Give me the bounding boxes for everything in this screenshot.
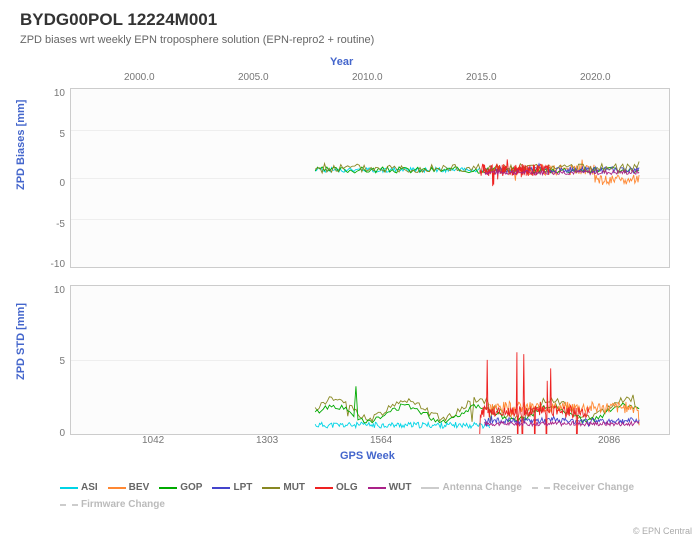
legend-label: ASI — [81, 482, 98, 493]
chart-title: BYDG00POL 12224M001 — [0, 0, 700, 34]
bottom-tick: 1303 — [256, 435, 278, 446]
top-axis-ticks: 2000.0 2005.0 2010.0 2015.0 2020.0 — [70, 72, 670, 84]
chart-container: BYDG00POL 12224M001 ZPD biases wrt weekl… — [0, 0, 700, 540]
legend-swatch — [262, 487, 280, 489]
top-tick: 2020.0 — [580, 72, 611, 83]
bottom-axis-label: GPS Week — [340, 450, 395, 462]
bottom-tick: 2086 — [598, 435, 620, 446]
bottom-tick: 1042 — [142, 435, 164, 446]
y2-tick: 10 — [54, 285, 65, 296]
legend-label: MUT — [283, 482, 305, 493]
y1-tick: 10 — [54, 88, 65, 99]
y2-axis-label: ZPD STD [mm] — [15, 303, 27, 380]
subplot-std — [70, 285, 670, 435]
bottom-tick: 1564 — [370, 435, 392, 446]
legend-swatch — [315, 487, 333, 489]
top-tick: 2010.0 — [352, 72, 383, 83]
legend-item: Firmware Change — [60, 497, 165, 514]
legend-label: WUT — [389, 482, 412, 493]
legend-item: ASI — [60, 480, 98, 497]
legend-item: WUT — [368, 480, 412, 497]
legend-swatch — [60, 487, 78, 489]
y2-axis-ticks: 1050 — [40, 285, 65, 435]
y2-tick: 0 — [59, 428, 65, 439]
legend-item: BEV — [108, 480, 150, 497]
legend-item: GOP — [159, 480, 202, 497]
legend-item: OLG — [315, 480, 358, 497]
top-tick: 2015.0 — [466, 72, 497, 83]
y2-tick: 5 — [59, 356, 65, 367]
top-tick: 2005.0 — [238, 72, 269, 83]
y1-tick: 5 — [59, 129, 65, 140]
legend-label: GOP — [180, 482, 202, 493]
legend-label: BEV — [129, 482, 150, 493]
legend-swatch — [108, 487, 126, 489]
legend-item: LPT — [212, 480, 252, 497]
top-tick: 2000.0 — [124, 72, 155, 83]
legend: ASI BEV GOP LPT MUT OLG WUT Antenna Change Recei… — [60, 480, 680, 513]
legend-item: MUT — [262, 480, 305, 497]
y1-tick: 0 — [59, 178, 65, 189]
y1-tick: -5 — [56, 219, 65, 230]
legend-item: Receiver Change — [532, 480, 634, 497]
legend-label: LPT — [233, 482, 252, 493]
y1-axis-label: ZPD Biases [mm] — [15, 100, 27, 190]
y1-axis-ticks: 10 5 0 -5 -10 — [40, 88, 65, 268]
legend-label: OLG — [336, 482, 358, 493]
bottom-axis-ticks: 1042 1303 1564 1825 2086 — [70, 435, 670, 447]
legend-swatch — [60, 504, 78, 506]
subplot-biases — [70, 88, 670, 268]
legend-label: Firmware Change — [81, 499, 165, 510]
legend-swatch — [212, 487, 230, 489]
legend-swatch — [421, 487, 439, 489]
credit: © EPN Central — [633, 526, 692, 536]
y1-tick: -10 — [51, 259, 65, 270]
top-axis-label: Year — [330, 56, 353, 68]
legend-label: Antenna Change — [442, 482, 521, 493]
chart-subtitle: ZPD biases wrt weekly EPN troposphere so… — [0, 34, 700, 52]
legend-label: Receiver Change — [553, 482, 634, 493]
legend-swatch — [532, 487, 550, 489]
legend-swatch — [368, 487, 386, 489]
legend-item: Antenna Change — [421, 480, 521, 497]
bottom-tick: 1825 — [490, 435, 512, 446]
legend-swatch — [159, 487, 177, 489]
